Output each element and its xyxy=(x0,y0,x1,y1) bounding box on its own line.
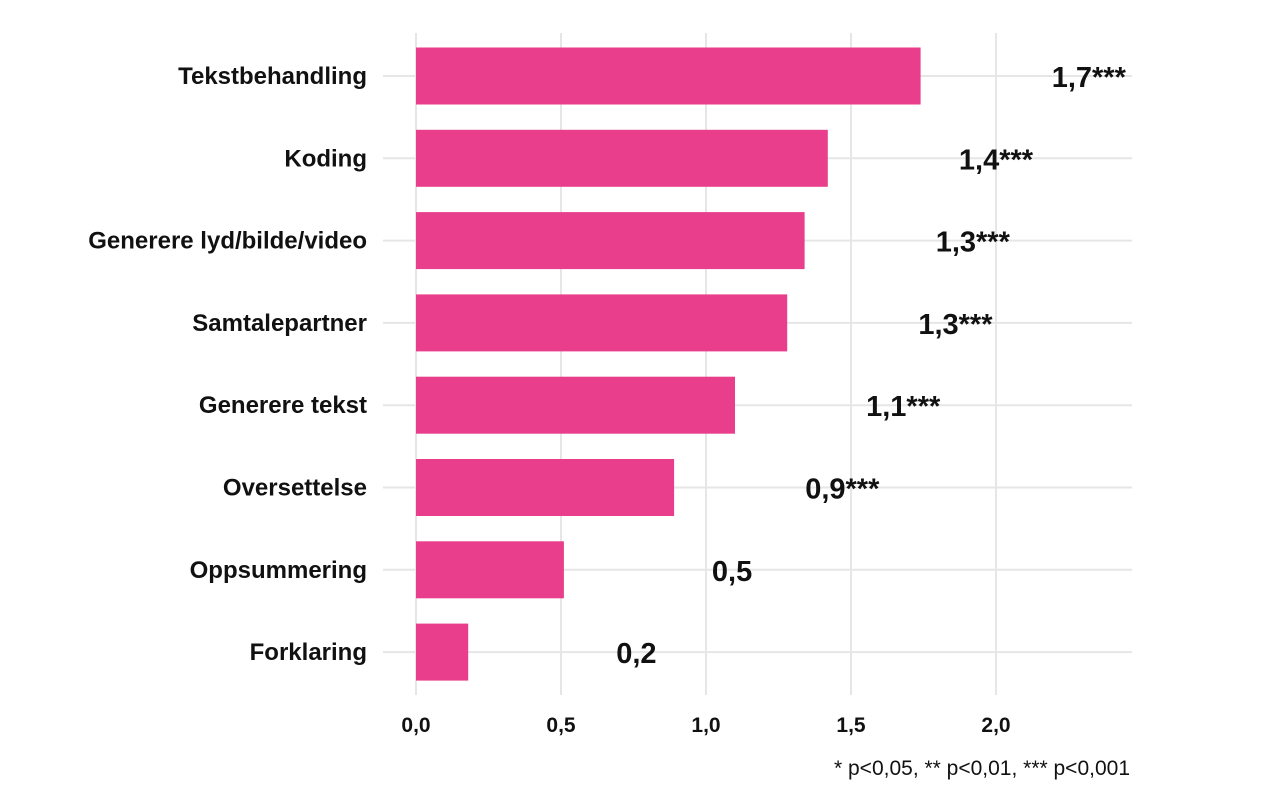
category-label: Forklaring xyxy=(250,639,367,666)
category-label: Oversettelse xyxy=(223,475,367,502)
bars xyxy=(416,47,921,681)
data-label: 0,2 xyxy=(616,638,656,670)
data-label: 0,5 xyxy=(712,556,752,588)
x-tick-label: 0,0 xyxy=(401,714,430,737)
data-labels: 1,7*** 1,4*** 1,3*** 1,3*** 1,1*** 0,9*** 0,5 0… xyxy=(616,62,1126,670)
data-label: 0,9*** xyxy=(805,474,880,506)
bar xyxy=(416,294,788,352)
category-label: Generere lyd/bilde/video xyxy=(88,228,367,255)
x-tick-label: 1,0 xyxy=(691,714,720,737)
category-label: Tekstbehandling xyxy=(178,63,367,90)
bar xyxy=(416,129,828,187)
data-label: 1,3*** xyxy=(936,227,1011,259)
bar xyxy=(416,459,675,516)
x-axis-ticks: 0,0 0,5 1,0 1,5 2,0 xyxy=(401,714,1010,737)
bar xyxy=(416,541,564,599)
significance-note: * p<0,05, ** p<0,01, *** p<0,001 xyxy=(834,757,1130,780)
category-label: Oppsummering xyxy=(190,557,367,584)
data-label: 1,1*** xyxy=(866,391,941,423)
data-label: 1,4*** xyxy=(959,144,1034,176)
bar xyxy=(416,623,469,681)
category-labels: Tekstbehandling Koding Generere lyd/bilde/… xyxy=(88,63,367,666)
x-tick-label: 1,5 xyxy=(836,714,866,737)
category-label: Koding xyxy=(284,145,367,172)
x-tick-label: 2,0 xyxy=(981,714,1010,737)
category-label: Generere tekst xyxy=(199,392,367,419)
x-tick-label: 0,5 xyxy=(546,714,576,737)
data-label: 1,7*** xyxy=(1052,62,1127,94)
bar xyxy=(416,376,735,434)
category-label: Samtalepartner xyxy=(192,310,367,337)
bar xyxy=(416,47,921,105)
data-label: 1,3*** xyxy=(918,309,993,341)
bar xyxy=(416,212,805,270)
